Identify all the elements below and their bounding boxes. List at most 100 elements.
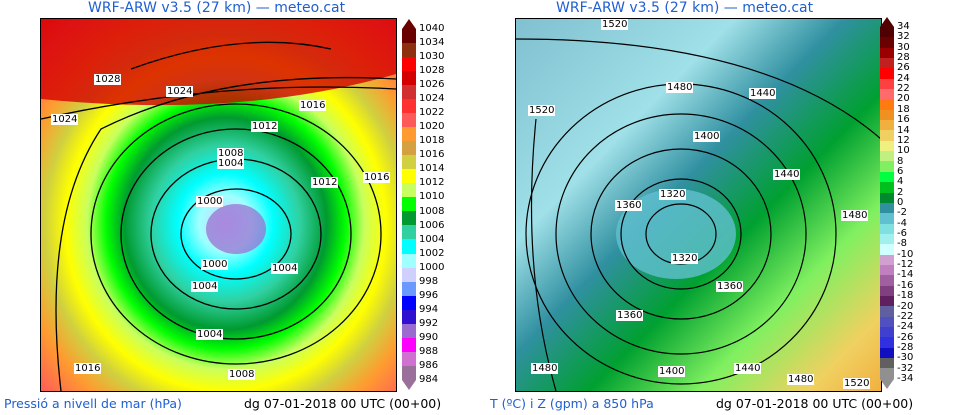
- colorbar-label: -26: [897, 331, 914, 343]
- colorbar-label: 1024: [419, 93, 445, 105]
- colorbar-segment: [880, 120, 894, 131]
- colorbar-label: 12: [897, 134, 910, 146]
- colorbar-segment: [402, 253, 416, 268]
- contour-label: 1016: [74, 363, 102, 374]
- colorbar-segment: [402, 295, 416, 310]
- colorbar-segment: [880, 275, 894, 286]
- colorbar-segment: [402, 225, 416, 240]
- pressure-map: 1028 1024 1024 1016 1012 1008 1004 1012 …: [40, 18, 397, 392]
- colorbar-label: 1028: [419, 65, 445, 77]
- contour-label: 1400: [693, 131, 721, 142]
- colorbar-label: -6: [897, 228, 907, 240]
- colorbar-label: 988: [419, 345, 439, 357]
- colorbar-segment: [402, 197, 416, 212]
- contour-label: 1360: [616, 310, 644, 321]
- colorbar-label: -16: [897, 279, 914, 291]
- colorbar-segment: [880, 171, 894, 183]
- colorbar-segment: [880, 264, 894, 276]
- contour-label: 1024: [166, 86, 194, 97]
- contour-label: 1480: [787, 374, 815, 385]
- colorbar-segment: [880, 151, 894, 162]
- colorbar-segment: [402, 211, 416, 226]
- colorbar-segment: [880, 161, 894, 172]
- colorbar-segment: [402, 155, 416, 170]
- colorbar-segment: [880, 58, 894, 69]
- colorbar-segment: [880, 306, 894, 317]
- colorbar-segment: [402, 113, 416, 128]
- colorbar-label: 1026: [419, 79, 445, 91]
- colorbar-label: 14: [897, 124, 910, 136]
- colorbar-label: 1018: [419, 135, 445, 147]
- contour-label: 1024: [51, 114, 79, 125]
- colorbar-label: -10: [897, 248, 914, 260]
- colorbar-label: 998: [419, 275, 439, 287]
- colorbar-label: 2: [897, 186, 904, 198]
- colorbar-segment: [880, 316, 894, 327]
- colorbar-segment: [402, 239, 416, 254]
- colorbar-label: 984: [419, 374, 439, 385]
- colorbar-label: 1014: [419, 163, 445, 175]
- colorbar-label: 1006: [419, 219, 445, 231]
- colorbar-segment: [880, 37, 894, 48]
- colorbar-segment: [880, 337, 894, 348]
- colorbar-segment: [880, 254, 894, 265]
- colorbar-label: 10: [897, 145, 910, 157]
- colorbar-label: 28: [897, 52, 910, 64]
- colorbar-segment: [880, 27, 894, 38]
- colorbar-label: -12: [897, 259, 914, 271]
- contour-label: 1016: [363, 172, 391, 183]
- colorbar-label: -28: [897, 341, 914, 353]
- right-variable-label: T (ºC) i Z (gpm) a 850 hPa: [490, 396, 654, 411]
- contour-label: 1520: [528, 105, 556, 116]
- colorbar-segment: [402, 127, 416, 142]
- left-title: WRF-ARW v3.5 (27 km) — meteo.cat: [88, 0, 346, 16]
- contour-label: 1028: [94, 74, 122, 85]
- colorbar-label: 34: [897, 21, 910, 32]
- colorbar-label: 1020: [419, 121, 445, 133]
- colorbar-label: 990: [419, 331, 439, 343]
- colorbar-segment: [880, 223, 894, 234]
- colorbar-segment: [880, 78, 894, 90]
- colorbar-segment: [402, 71, 416, 86]
- colorbar-top-arrow: [880, 17, 894, 27]
- colorbar-label: 26: [897, 62, 910, 74]
- contour-label: 1360: [716, 281, 744, 292]
- colorbar-segment: [880, 99, 894, 110]
- colorbar-label: 994: [419, 303, 439, 315]
- right-title: WRF-ARW v3.5 (27 km) — meteo.cat: [556, 0, 814, 16]
- left-variable-label: Pressió a nivell de mar (hPa): [4, 396, 182, 411]
- colorbar-segment: [402, 281, 416, 296]
- colorbar-label: -22: [897, 310, 914, 322]
- colorbar-segment: [402, 267, 416, 282]
- colorbar-label: 1002: [419, 247, 445, 259]
- colorbar-top-arrow: [402, 19, 416, 29]
- colorbar-label: 1030: [419, 51, 445, 63]
- colorbar-segment: [402, 99, 416, 114]
- colorbar-segment: [402, 337, 416, 352]
- colorbar-segment: [402, 351, 416, 366]
- colorbar-segment: [402, 43, 416, 58]
- colorbar-label: -8: [897, 238, 907, 250]
- colorbar-label: 1012: [419, 177, 445, 189]
- colorbar-segment: [402, 57, 416, 72]
- colorbar-label: 30: [897, 41, 910, 53]
- colorbar-label: -14: [897, 269, 914, 281]
- colorbar-segment: [880, 213, 894, 224]
- colorbar-segment: [402, 365, 416, 380]
- colorbar-segment: [880, 192, 894, 203]
- colorbar-segment: [402, 141, 416, 156]
- colorbar-segment: [880, 358, 894, 369]
- contour-label: 1440: [749, 88, 777, 99]
- colorbar-label: 32: [897, 31, 910, 43]
- colorbar-label: 0: [897, 197, 904, 208]
- colorbar-label: 8: [897, 155, 904, 167]
- colorbar-segment: [402, 323, 416, 338]
- contour-label: 1480: [666, 82, 694, 93]
- colorbar-label: 20: [897, 93, 910, 105]
- colorbar-label: 1016: [419, 149, 445, 161]
- colorbar-segment: [880, 244, 894, 255]
- contour-label: 1440: [773, 169, 801, 180]
- colorbar-segment: [880, 140, 894, 152]
- colorbar-label: -24: [897, 321, 914, 333]
- colorbar-segment: [880, 233, 894, 245]
